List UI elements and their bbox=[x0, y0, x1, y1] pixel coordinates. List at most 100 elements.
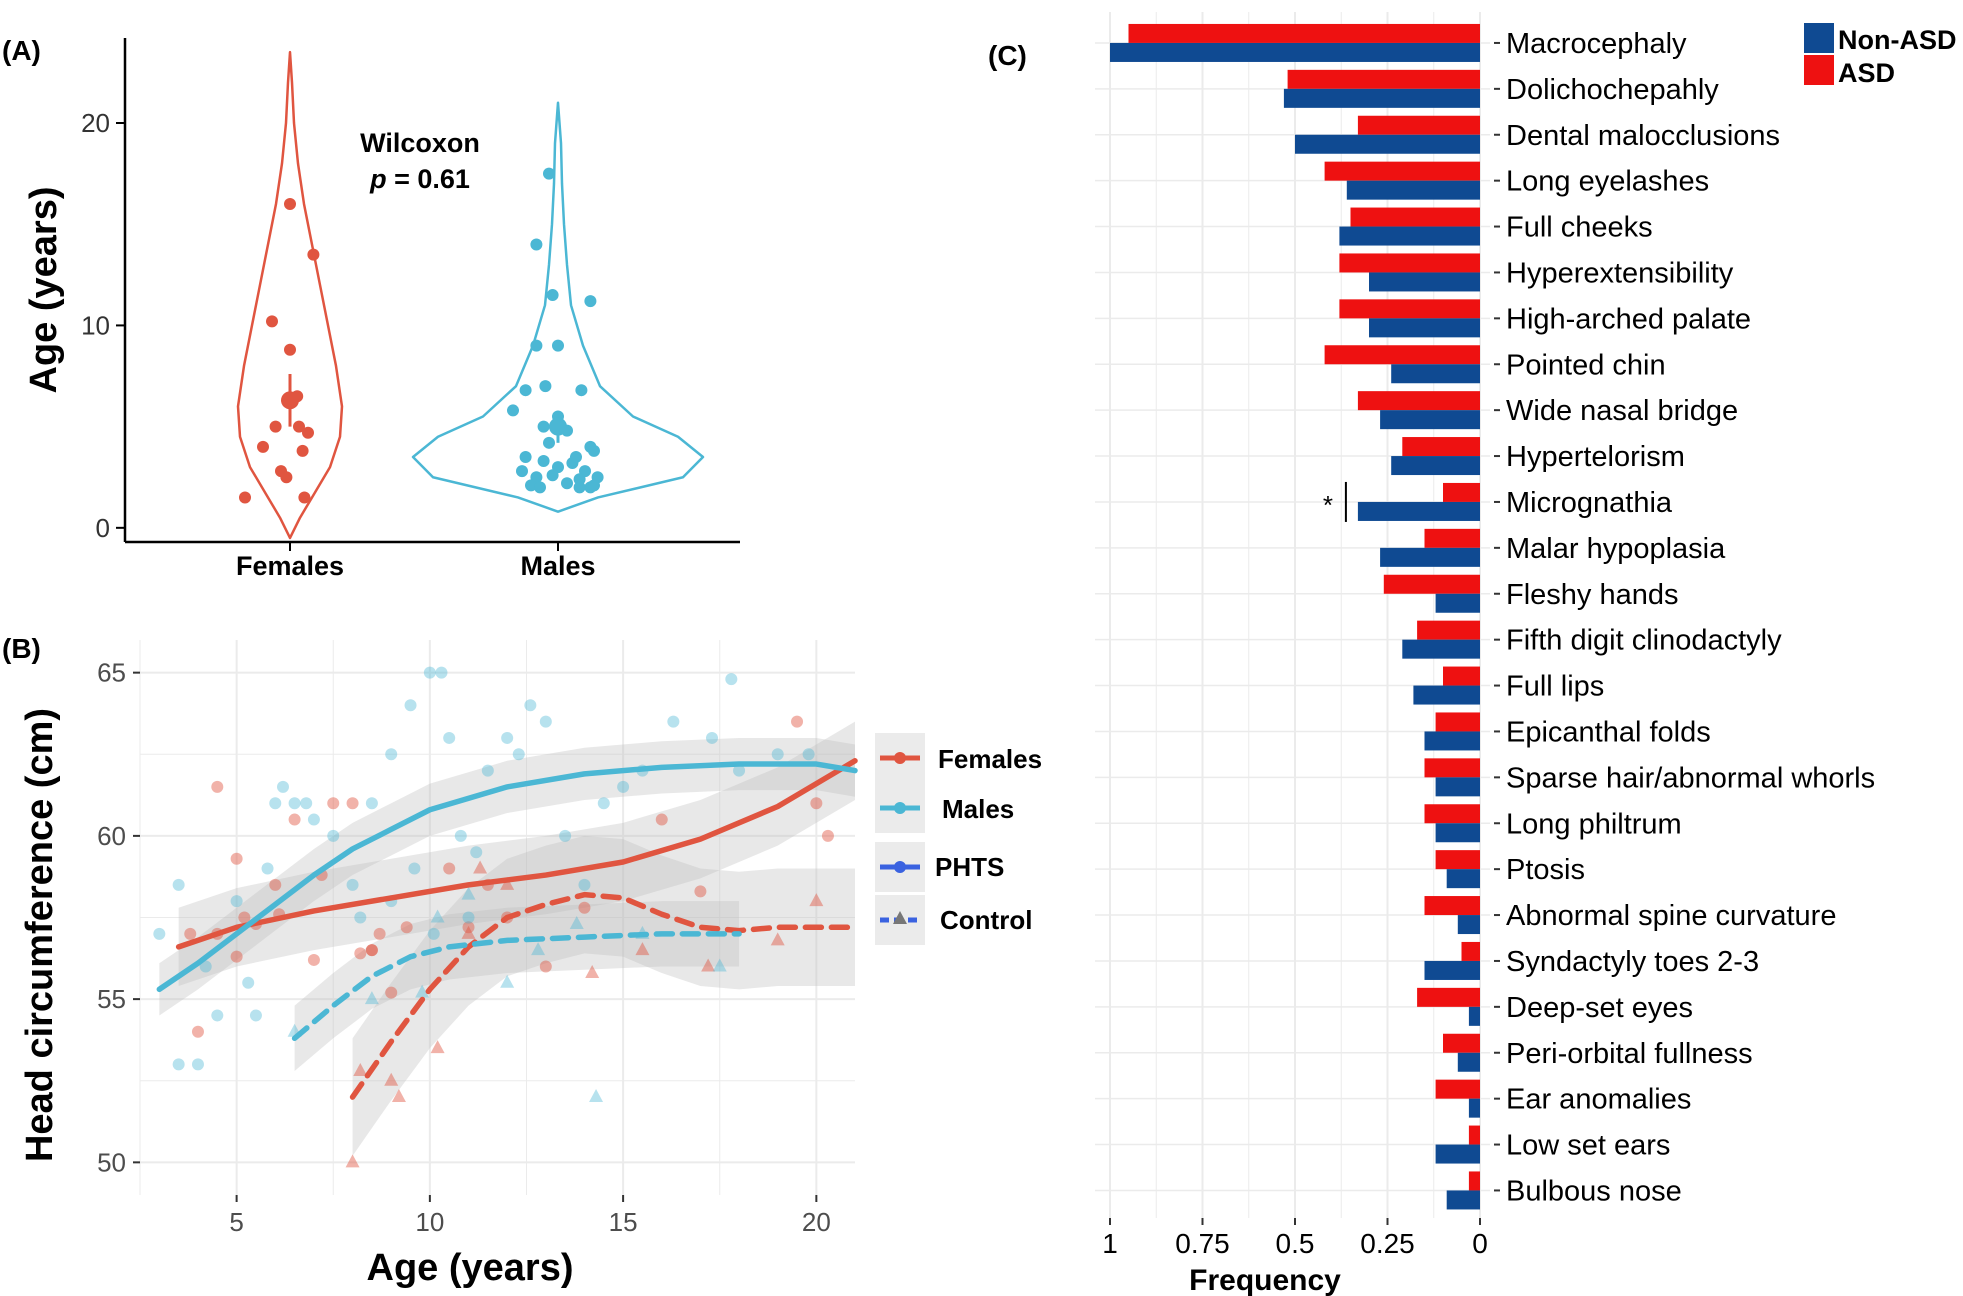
data-point bbox=[537, 420, 550, 433]
female-control-point bbox=[384, 1072, 399, 1086]
male-point bbox=[327, 829, 340, 842]
male-point bbox=[667, 715, 680, 728]
data-point bbox=[516, 465, 528, 478]
male-point bbox=[249, 1009, 262, 1022]
female-point bbox=[694, 885, 707, 898]
asd-bar bbox=[1468, 1125, 1480, 1145]
male-point bbox=[501, 731, 514, 744]
asd-bar bbox=[1417, 620, 1480, 640]
x-tick-label: Males bbox=[520, 551, 595, 581]
y-tick-label: 50 bbox=[97, 1147, 126, 1177]
axis-ticks: 5 10 15 20 50 55 60 65 bbox=[97, 658, 831, 1237]
non-asd-bar bbox=[1413, 685, 1480, 705]
smooth-curves bbox=[156, 758, 858, 1100]
male-point bbox=[597, 797, 610, 810]
male-point bbox=[435, 666, 448, 679]
category-label: Ptosis bbox=[1506, 854, 1585, 886]
non-asd-bar bbox=[1468, 1098, 1480, 1118]
male-control-point bbox=[430, 909, 445, 923]
female-control-point bbox=[345, 1154, 360, 1168]
female-point bbox=[539, 960, 552, 973]
male-point bbox=[725, 673, 738, 686]
asd-bar bbox=[1435, 850, 1480, 870]
p-value-label: p = 0.61 bbox=[369, 164, 470, 194]
female-control-point bbox=[635, 942, 650, 956]
male-point bbox=[346, 878, 359, 891]
female-point bbox=[578, 901, 591, 914]
asd-bar bbox=[1468, 1171, 1480, 1191]
asd-bar bbox=[1443, 666, 1480, 686]
non-asd-bar bbox=[1339, 226, 1480, 246]
male-control-point bbox=[569, 916, 584, 930]
y-axis-ticks: 0 10 20 bbox=[81, 108, 125, 543]
data-point bbox=[575, 384, 588, 397]
asd-bar bbox=[1417, 987, 1480, 1007]
asd-bar bbox=[1435, 712, 1480, 732]
female-point bbox=[184, 927, 197, 940]
category-label: High-arched palate bbox=[1506, 303, 1751, 335]
male-point bbox=[261, 862, 274, 875]
legend-dot-female bbox=[894, 752, 906, 764]
non-asd-bar bbox=[1468, 1006, 1480, 1026]
male-point bbox=[242, 976, 255, 989]
y-tick-label: 55 bbox=[97, 984, 126, 1014]
asd-bar bbox=[1424, 758, 1480, 778]
gridlines bbox=[139, 640, 855, 1195]
legend: Non-ASD ASD bbox=[1804, 23, 1956, 88]
non-asd-bar bbox=[1435, 777, 1480, 797]
female-point bbox=[365, 944, 378, 957]
category-label: Fifth digit clinodactyly bbox=[1506, 625, 1782, 657]
data-point bbox=[284, 197, 296, 210]
asd-bar bbox=[1424, 804, 1480, 824]
category-label: Wide nasal bridge bbox=[1506, 395, 1738, 427]
male-point bbox=[427, 927, 440, 940]
asd-bar bbox=[1443, 1033, 1480, 1053]
asd-bar bbox=[1357, 115, 1480, 135]
non-asd-bar bbox=[1369, 272, 1480, 292]
category-label: Macrocephaly bbox=[1506, 28, 1687, 60]
line-plot-panel: 5 10 15 20 50 55 60 65 Age (years) Head circumf… bbox=[19, 640, 1042, 1289]
female-control-point bbox=[353, 1062, 368, 1076]
male-point bbox=[191, 1058, 204, 1071]
female-control-curve bbox=[349, 891, 858, 1100]
non-asd-bar bbox=[1110, 42, 1480, 62]
female-point bbox=[191, 1025, 204, 1038]
gridlines bbox=[1095, 12, 1490, 1218]
female-point bbox=[346, 797, 359, 810]
male-control-point bbox=[589, 1089, 604, 1103]
x-tick-label: 15 bbox=[609, 1207, 638, 1237]
male-point bbox=[524, 699, 537, 712]
x-axis-ticks: 1 0.75 0.5 0.25 0 bbox=[1102, 1218, 1488, 1259]
y-tick-label: 20 bbox=[81, 108, 110, 138]
male-point bbox=[454, 829, 467, 842]
non-asd-bar bbox=[1446, 1190, 1480, 1210]
data-points bbox=[239, 167, 604, 504]
y-tick-label: 60 bbox=[97, 821, 126, 851]
non-asd-bar bbox=[1391, 456, 1480, 476]
category-label: Bulbous nose bbox=[1506, 1175, 1682, 1207]
data-point bbox=[537, 455, 550, 468]
data-point bbox=[507, 404, 519, 417]
female-point bbox=[400, 921, 413, 934]
category-label: Long philtrum bbox=[1506, 808, 1682, 840]
category-label: Pointed chin bbox=[1506, 349, 1666, 381]
female-point bbox=[230, 950, 243, 963]
x-axis-title: Frequency bbox=[1189, 1264, 1341, 1296]
non-asd-bar bbox=[1402, 639, 1480, 659]
data-point bbox=[530, 238, 543, 251]
violin-outline bbox=[411, 101, 705, 513]
male-point bbox=[408, 862, 421, 875]
category-label: Dolichochepahly bbox=[1506, 74, 1719, 106]
p-value: = 0.61 bbox=[387, 164, 470, 194]
asd-bar bbox=[1424, 528, 1480, 548]
x-tick-label: 1 bbox=[1102, 1228, 1118, 1259]
asd-bar bbox=[1357, 391, 1480, 411]
mean-point bbox=[549, 417, 567, 436]
confidence-ribbon bbox=[352, 835, 855, 1156]
category-label: Full cheeks bbox=[1506, 212, 1653, 244]
male-point bbox=[385, 748, 398, 761]
data-point bbox=[561, 477, 573, 490]
data-point bbox=[307, 248, 320, 261]
legend-dot-phts bbox=[894, 861, 906, 873]
